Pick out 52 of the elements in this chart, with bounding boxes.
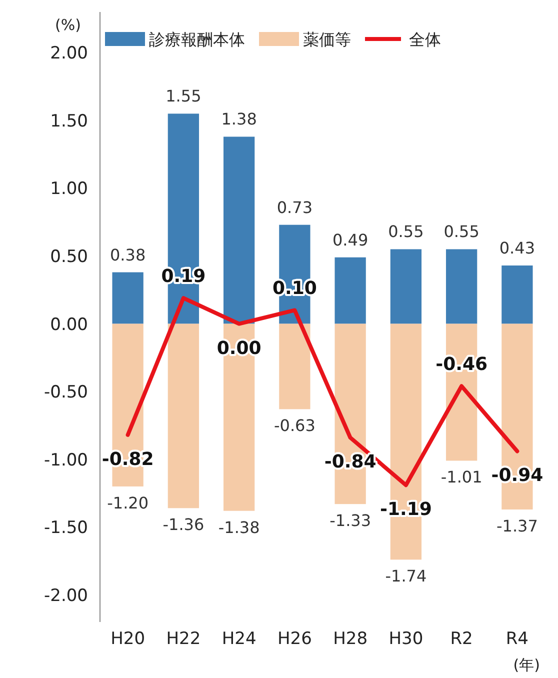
data-label: 0.55: [444, 222, 480, 242]
data-label: -1.33: [330, 511, 372, 530]
data-label: -1.20: [107, 493, 149, 512]
data-label: -0.84: [324, 452, 376, 473]
data-label: 1.38: [221, 110, 257, 129]
bar: [390, 249, 422, 324]
bar: [334, 257, 366, 324]
data-label: 0.38: [110, 245, 146, 264]
x-axis-title: (年): [513, 656, 540, 674]
y-tick-label: 1.50: [50, 111, 88, 132]
x-tick-label: H26: [277, 629, 312, 649]
y-tick-label: 2.00: [50, 44, 88, 64]
x-tick-label: R4: [506, 629, 529, 649]
bar: [112, 272, 144, 324]
data-label: 0.55: [388, 222, 424, 242]
data-label: -1.37: [496, 516, 538, 536]
data-label: -1.38: [218, 518, 260, 537]
data-label: 0.00: [216, 338, 262, 359]
y-axis-title: (%): [55, 16, 81, 34]
data-label: 0.73: [276, 198, 312, 217]
x-tick-label: H20: [110, 629, 146, 649]
bar: [446, 249, 478, 324]
y-tick-label: -1.00: [44, 450, 88, 470]
bar: [223, 136, 255, 324]
x-tick-label: H30: [388, 629, 424, 649]
y-tick-label: 0.50: [50, 247, 88, 267]
data-label: -1.19: [380, 499, 432, 520]
data-label: -1.74: [385, 566, 427, 586]
x-tick-label: H24: [222, 629, 256, 649]
data-label: -1.01: [440, 468, 482, 487]
data-label: -0.63: [274, 416, 316, 436]
bar: [502, 265, 533, 324]
legend-label: 薬価等: [303, 30, 351, 49]
data-label: -0.94: [491, 465, 544, 486]
data-label: 0.43: [499, 238, 535, 258]
y-tick-label: 1.00: [50, 179, 88, 200]
data-label: -1.36: [162, 515, 204, 534]
y-tick-label: -0.50: [44, 382, 88, 403]
legend-label: 全体: [409, 30, 441, 49]
y-tick-label: -1.50: [44, 518, 88, 538]
data-label: -0.46: [436, 354, 488, 376]
data-label: 1.55: [166, 86, 202, 106]
bar: [279, 324, 310, 410]
data-label: -0.82: [102, 448, 154, 470]
data-label: 0.49: [332, 230, 368, 250]
legend-label: 診療報酬本体: [149, 30, 245, 49]
x-tick-label: R2: [450, 629, 473, 649]
bar: [168, 324, 200, 508]
x-tick-label: H28: [333, 629, 368, 649]
y-tick-label: 0.00: [50, 314, 88, 335]
x-tick-label: H22: [166, 629, 201, 649]
y-tick-label: -2.00: [44, 586, 88, 606]
